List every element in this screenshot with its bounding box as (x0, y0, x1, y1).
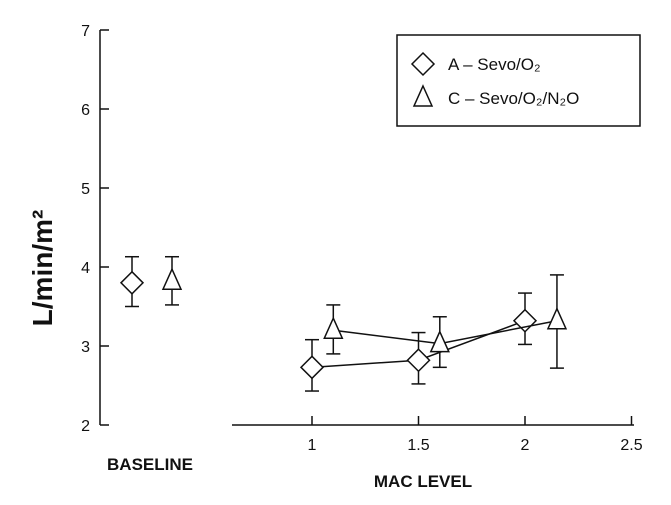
legend: A – Sevo/O₂ C – Sevo/O₂/N₂O (396, 34, 641, 127)
data-point (323, 316, 344, 339)
x-tick-label: 1.5 (407, 437, 429, 454)
legend-symbol-triangle (412, 84, 434, 107)
y-tick-label: 7 (81, 23, 90, 40)
baseline-point (119, 270, 145, 295)
data-point (299, 355, 325, 380)
y-tick-label: 5 (81, 181, 90, 198)
data-point (406, 348, 431, 373)
y-tick-label: 3 (81, 339, 90, 356)
legend-label-c: C – Sevo/O₂/N₂O (448, 89, 579, 108)
legend-symbol-diamond (410, 51, 436, 77)
y-tick-label: 4 (81, 260, 90, 277)
x-tick-label: 2 (521, 437, 530, 454)
legend-box (396, 34, 641, 127)
y-axis-title: L/min/m² (27, 210, 58, 327)
legend-label-a: A – Sevo/O₂ (448, 55, 541, 74)
series-triangle (161, 255, 568, 369)
plot-marks (119, 255, 568, 392)
x-tick-label: 2.5 (620, 437, 642, 454)
series-diamond (119, 255, 538, 392)
y-tick-label: 2 (81, 418, 90, 435)
axes: 2 3 4 5 6 7 1 1.5 2 2.5 (81, 23, 643, 454)
data-point (429, 329, 450, 353)
x-axis-title: MAC LEVEL (374, 472, 472, 491)
baseline-point (161, 267, 183, 290)
y-tick-label: 6 (81, 102, 90, 119)
data-point (546, 306, 568, 330)
baseline-label: BASELINE (107, 455, 193, 474)
x-tick-label: 1 (308, 437, 317, 454)
